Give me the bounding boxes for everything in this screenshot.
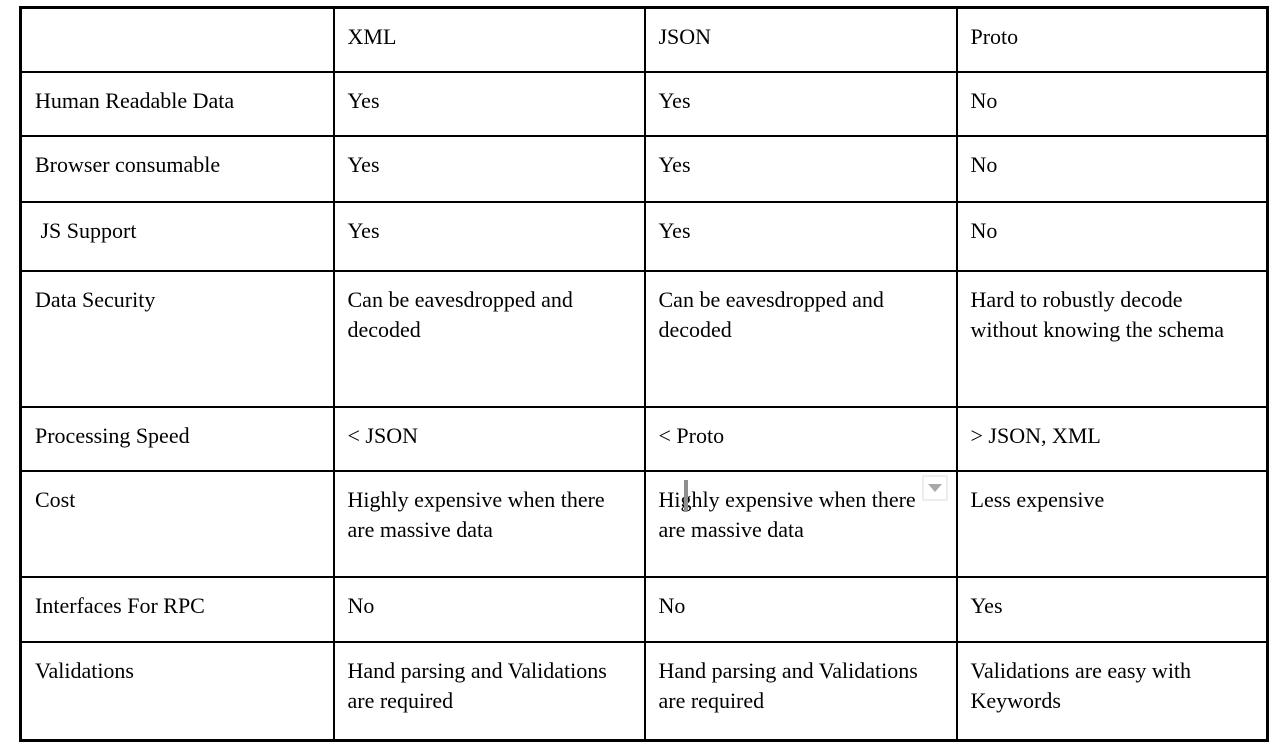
json-cell[interactable]: < Proto [643,405,958,472]
row-label-cell[interactable]: Processing Speed [19,405,335,472]
table-row: Validations Hand parsing and Validations… [19,640,1269,742]
table-row: Interfaces For RPC No No Yes [19,575,1269,643]
cell-dropdown-button[interactable] [922,475,948,501]
table-header-row: XML JSON Proto [19,6,1269,73]
xml-cell[interactable]: < JSON [332,405,646,472]
json-cell[interactable]: Hand parsing and Validations are require… [643,640,958,742]
proto-cell[interactable]: No [955,134,1269,203]
proto-cell[interactable]: Yes [955,575,1269,643]
json-cell[interactable]: Yes [643,200,958,272]
proto-cell[interactable]: Hard to robustly decode without knowing … [955,269,1269,408]
xml-cell[interactable]: No [332,575,646,643]
proto-cell[interactable]: Validations are easy with Keywords [955,640,1269,742]
json-cell[interactable]: Yes [643,70,958,137]
table-row: Browser consumable Yes Yes No [19,134,1269,203]
json-cell[interactable]: No [643,575,958,643]
table-row: Cost Highly expensive when there are mas… [19,469,1269,578]
row-label-cell[interactable]: Browser consumable [19,134,335,203]
proto-cell[interactable]: No [955,200,1269,272]
proto-cell[interactable]: Less expensive [955,469,1269,578]
row-label-cell[interactable]: Data Security [19,269,335,408]
table-row: Processing Speed < JSON < Proto > JSON, … [19,405,1269,472]
json-cell[interactable]: Yes [643,134,958,203]
triangle-down-icon [928,484,942,492]
table-row: Human Readable Data Yes Yes No [19,70,1269,137]
row-label-cell[interactable]: JS Support [19,200,335,272]
xml-cell[interactable]: Yes [332,70,646,137]
xml-cell[interactable]: Can be eavesdropped and decoded [332,269,646,408]
header-cell-proto[interactable]: Proto [955,6,1269,73]
xml-cell[interactable]: Yes [332,134,646,203]
comparison-table: XML JSON Proto Human Readable Data Yes Y… [19,6,1269,742]
header-cell-xml[interactable]: XML [332,6,646,73]
proto-cell[interactable]: > JSON, XML [955,405,1269,472]
table-row: Data Security Can be eavesdropped and de… [19,269,1269,408]
header-cell-blank[interactable] [19,6,335,73]
header-cell-json[interactable]: JSON [643,6,958,73]
row-label-cell[interactable]: Validations [19,640,335,742]
proto-cell[interactable]: No [955,70,1269,137]
text-cursor [684,480,688,510]
table-row: JS Support Yes Yes No [19,200,1269,272]
row-label-cell[interactable]: Interfaces For RPC [19,575,335,643]
xml-cell[interactable]: Hand parsing and Validations are require… [332,640,646,742]
row-label-cell[interactable]: Human Readable Data [19,70,335,137]
json-cell[interactable]: Can be eavesdropped and decoded [643,269,958,408]
xml-cell[interactable]: Highly expensive when there are massive … [332,469,646,578]
json-cell-with-caret[interactable]: Highly expensive when there are massive … [643,469,958,578]
xml-cell[interactable]: Yes [332,200,646,272]
row-label-cell[interactable]: Cost [19,469,335,578]
